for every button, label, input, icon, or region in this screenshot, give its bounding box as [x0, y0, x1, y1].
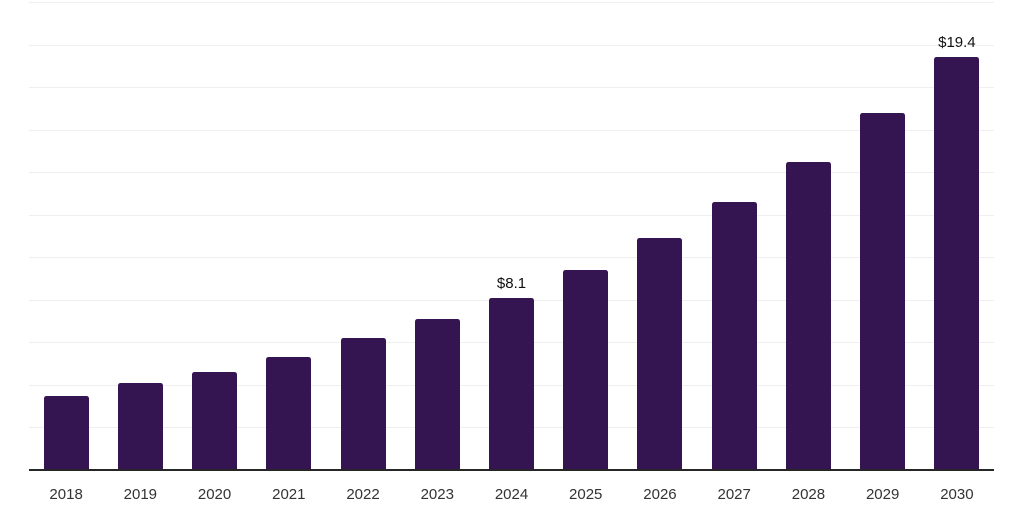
gridline	[29, 257, 994, 259]
x-tick-label-2018: 2018	[49, 486, 83, 503]
value-label-2024: $8.1	[496, 274, 527, 292]
bar-2025	[563, 270, 609, 470]
bar-2018	[43, 395, 89, 470]
bar-2028	[785, 161, 831, 470]
bar-2019	[117, 382, 163, 470]
x-tick-label-2028: 2028	[791, 486, 826, 503]
x-tick-label-2030: 2030	[940, 486, 974, 503]
bar-2027	[711, 201, 757, 470]
bar-2026	[637, 238, 683, 470]
x-tick-label-2020: 2020	[197, 486, 232, 503]
bar-2023	[414, 318, 460, 470]
gridline	[29, 214, 994, 216]
gridline	[29, 2, 994, 3]
gridline	[29, 44, 994, 46]
bar-2021	[266, 357, 312, 470]
bar-2029	[860, 112, 906, 470]
gridline	[29, 129, 994, 131]
gridline	[29, 172, 994, 174]
x-tick-label-2021: 2021	[272, 486, 306, 503]
bar-2024	[489, 297, 534, 470]
x-tick-label-2022: 2022	[346, 486, 380, 503]
bar-2022	[340, 338, 386, 470]
gridline	[29, 87, 994, 89]
x-tick-label-2025: 2025	[569, 486, 603, 503]
bar-2030	[934, 57, 980, 470]
x-tick-label-2029: 2029	[865, 486, 900, 503]
x-axis-line	[29, 469, 994, 471]
x-tick-label-2026: 2026	[643, 486, 677, 503]
x-tick-label-2027: 2027	[717, 486, 751, 503]
x-tick-label-2019: 2019	[123, 486, 158, 503]
x-tick-label-2023: 2023	[420, 486, 454, 503]
bar-2020	[192, 372, 238, 470]
value-label-2030: $19.4	[938, 34, 976, 52]
x-tick-label-2024: 2024	[494, 486, 529, 503]
